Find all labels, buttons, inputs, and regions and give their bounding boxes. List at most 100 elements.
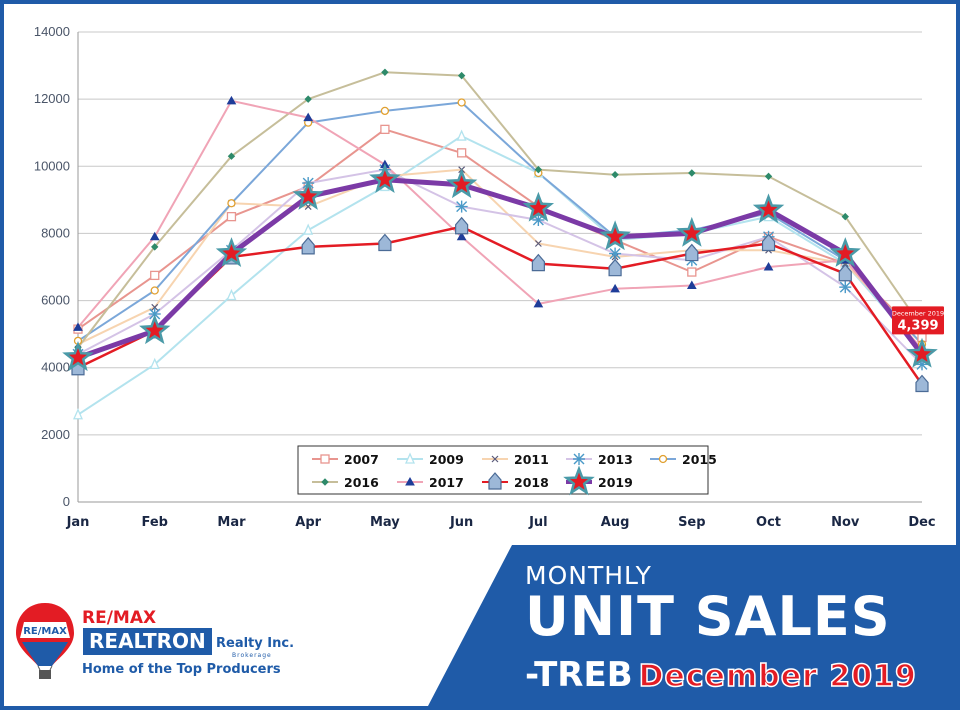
data-point xyxy=(321,478,329,486)
series-markers xyxy=(62,68,938,420)
banner-treb-text: -TREB xyxy=(525,655,633,695)
data-point xyxy=(380,124,390,135)
logo-realty-text: Realty Inc. xyxy=(216,636,295,651)
data-point xyxy=(149,357,160,370)
data-point xyxy=(445,168,478,199)
legend-label-2018: 2018 xyxy=(514,475,549,490)
x-tick-label: Jul xyxy=(528,515,548,530)
annotation-box xyxy=(892,306,944,335)
legend-label-2011: 2011 xyxy=(514,452,549,467)
data-point xyxy=(491,455,499,463)
logo-tagline-text: Home of the Top Producers xyxy=(82,662,281,677)
x-axis-ticks: Jan Feb Mar Apr May Jun Jul Aug Sep Oct Nov Dec xyxy=(66,515,936,530)
data-point xyxy=(685,243,699,262)
data-point xyxy=(611,170,619,179)
x-tick-label: Jan xyxy=(66,515,90,530)
data-point xyxy=(227,152,236,160)
data-point xyxy=(688,169,696,177)
data-point xyxy=(405,476,415,486)
y-tick-label: 4000 xyxy=(41,360,70,375)
legend-label-2019: 2019 xyxy=(598,475,633,490)
data-point xyxy=(687,267,697,277)
data-point xyxy=(915,374,929,393)
data-point xyxy=(455,216,469,235)
y-tick-label: 6000 xyxy=(41,293,70,308)
hot-air-balloon-icon: RE/MAX xyxy=(16,603,74,679)
logo-brokerage-text: Brokerage xyxy=(232,652,272,659)
data-point xyxy=(609,247,622,260)
data-point xyxy=(906,337,938,368)
grid-lines xyxy=(77,31,922,503)
x-tick-label: Sep xyxy=(678,515,706,530)
data-point xyxy=(301,236,315,255)
data-point xyxy=(456,129,467,141)
logo-realtron-text: REALTRON xyxy=(83,628,212,655)
data-point xyxy=(215,237,248,267)
data-point xyxy=(686,280,697,289)
x-tick-label: Oct xyxy=(756,515,781,530)
series-line-2015 xyxy=(77,101,923,345)
y-tick-label: 8000 xyxy=(41,225,70,240)
data-point xyxy=(533,298,544,308)
x-tick-label: May xyxy=(370,515,400,530)
data-point xyxy=(304,95,312,103)
logo-remax-text: RE/MAX xyxy=(82,608,157,628)
data-point xyxy=(761,233,776,252)
data-point xyxy=(563,465,595,496)
series-line-2009 xyxy=(77,135,923,416)
data-point xyxy=(599,220,631,251)
x-tick-label: Feb xyxy=(141,515,167,530)
data-point xyxy=(227,199,236,208)
data-point xyxy=(534,240,542,247)
data-point xyxy=(456,148,467,158)
data-point xyxy=(226,288,237,301)
legend-box xyxy=(297,445,709,495)
data-point xyxy=(488,472,502,490)
data-point xyxy=(303,223,314,235)
legend-label-2016: 2016 xyxy=(344,475,379,490)
data-point xyxy=(381,68,389,76)
legend-label-2017: 2017 xyxy=(429,475,464,490)
series-line-2017 xyxy=(77,99,923,350)
data-point xyxy=(531,253,545,272)
series-lines xyxy=(77,71,924,416)
data-point xyxy=(73,322,83,331)
data-point xyxy=(763,261,774,271)
y-tick-label: 2000 xyxy=(41,427,70,442)
data-point xyxy=(573,453,585,465)
data-point xyxy=(226,95,237,105)
data-point xyxy=(676,216,708,247)
data-point xyxy=(150,286,159,295)
data-point xyxy=(764,172,773,181)
series-line-2007 xyxy=(77,128,923,339)
data-point xyxy=(658,454,668,464)
y-tick-label: 14000 xyxy=(34,24,70,39)
series-line-2019 xyxy=(77,177,924,360)
data-point xyxy=(839,281,852,294)
data-point xyxy=(303,112,314,122)
data-point xyxy=(455,200,468,213)
data-point xyxy=(608,258,622,277)
data-point xyxy=(838,263,852,282)
data-point xyxy=(369,163,401,194)
legend-label-2007: 2007 xyxy=(344,452,379,467)
y-axis-ticks: 0 2000 4000 6000 8000 10000 12000 14000 xyxy=(34,24,70,509)
data-point xyxy=(380,106,390,116)
x-tick-label: Nov xyxy=(831,515,860,530)
x-tick-label: Aug xyxy=(601,515,630,530)
data-point xyxy=(320,454,330,464)
data-point xyxy=(292,179,324,210)
data-point xyxy=(62,341,94,372)
balloon-text: RE/MAX xyxy=(23,626,67,637)
legend-label-2009: 2009 xyxy=(429,452,464,467)
data-point xyxy=(151,243,159,251)
y-tick-label: 12000 xyxy=(34,91,70,106)
data-point xyxy=(226,211,237,222)
data-point xyxy=(150,270,160,281)
series-line-2016 xyxy=(77,71,923,349)
series-line-2011 xyxy=(77,168,923,346)
